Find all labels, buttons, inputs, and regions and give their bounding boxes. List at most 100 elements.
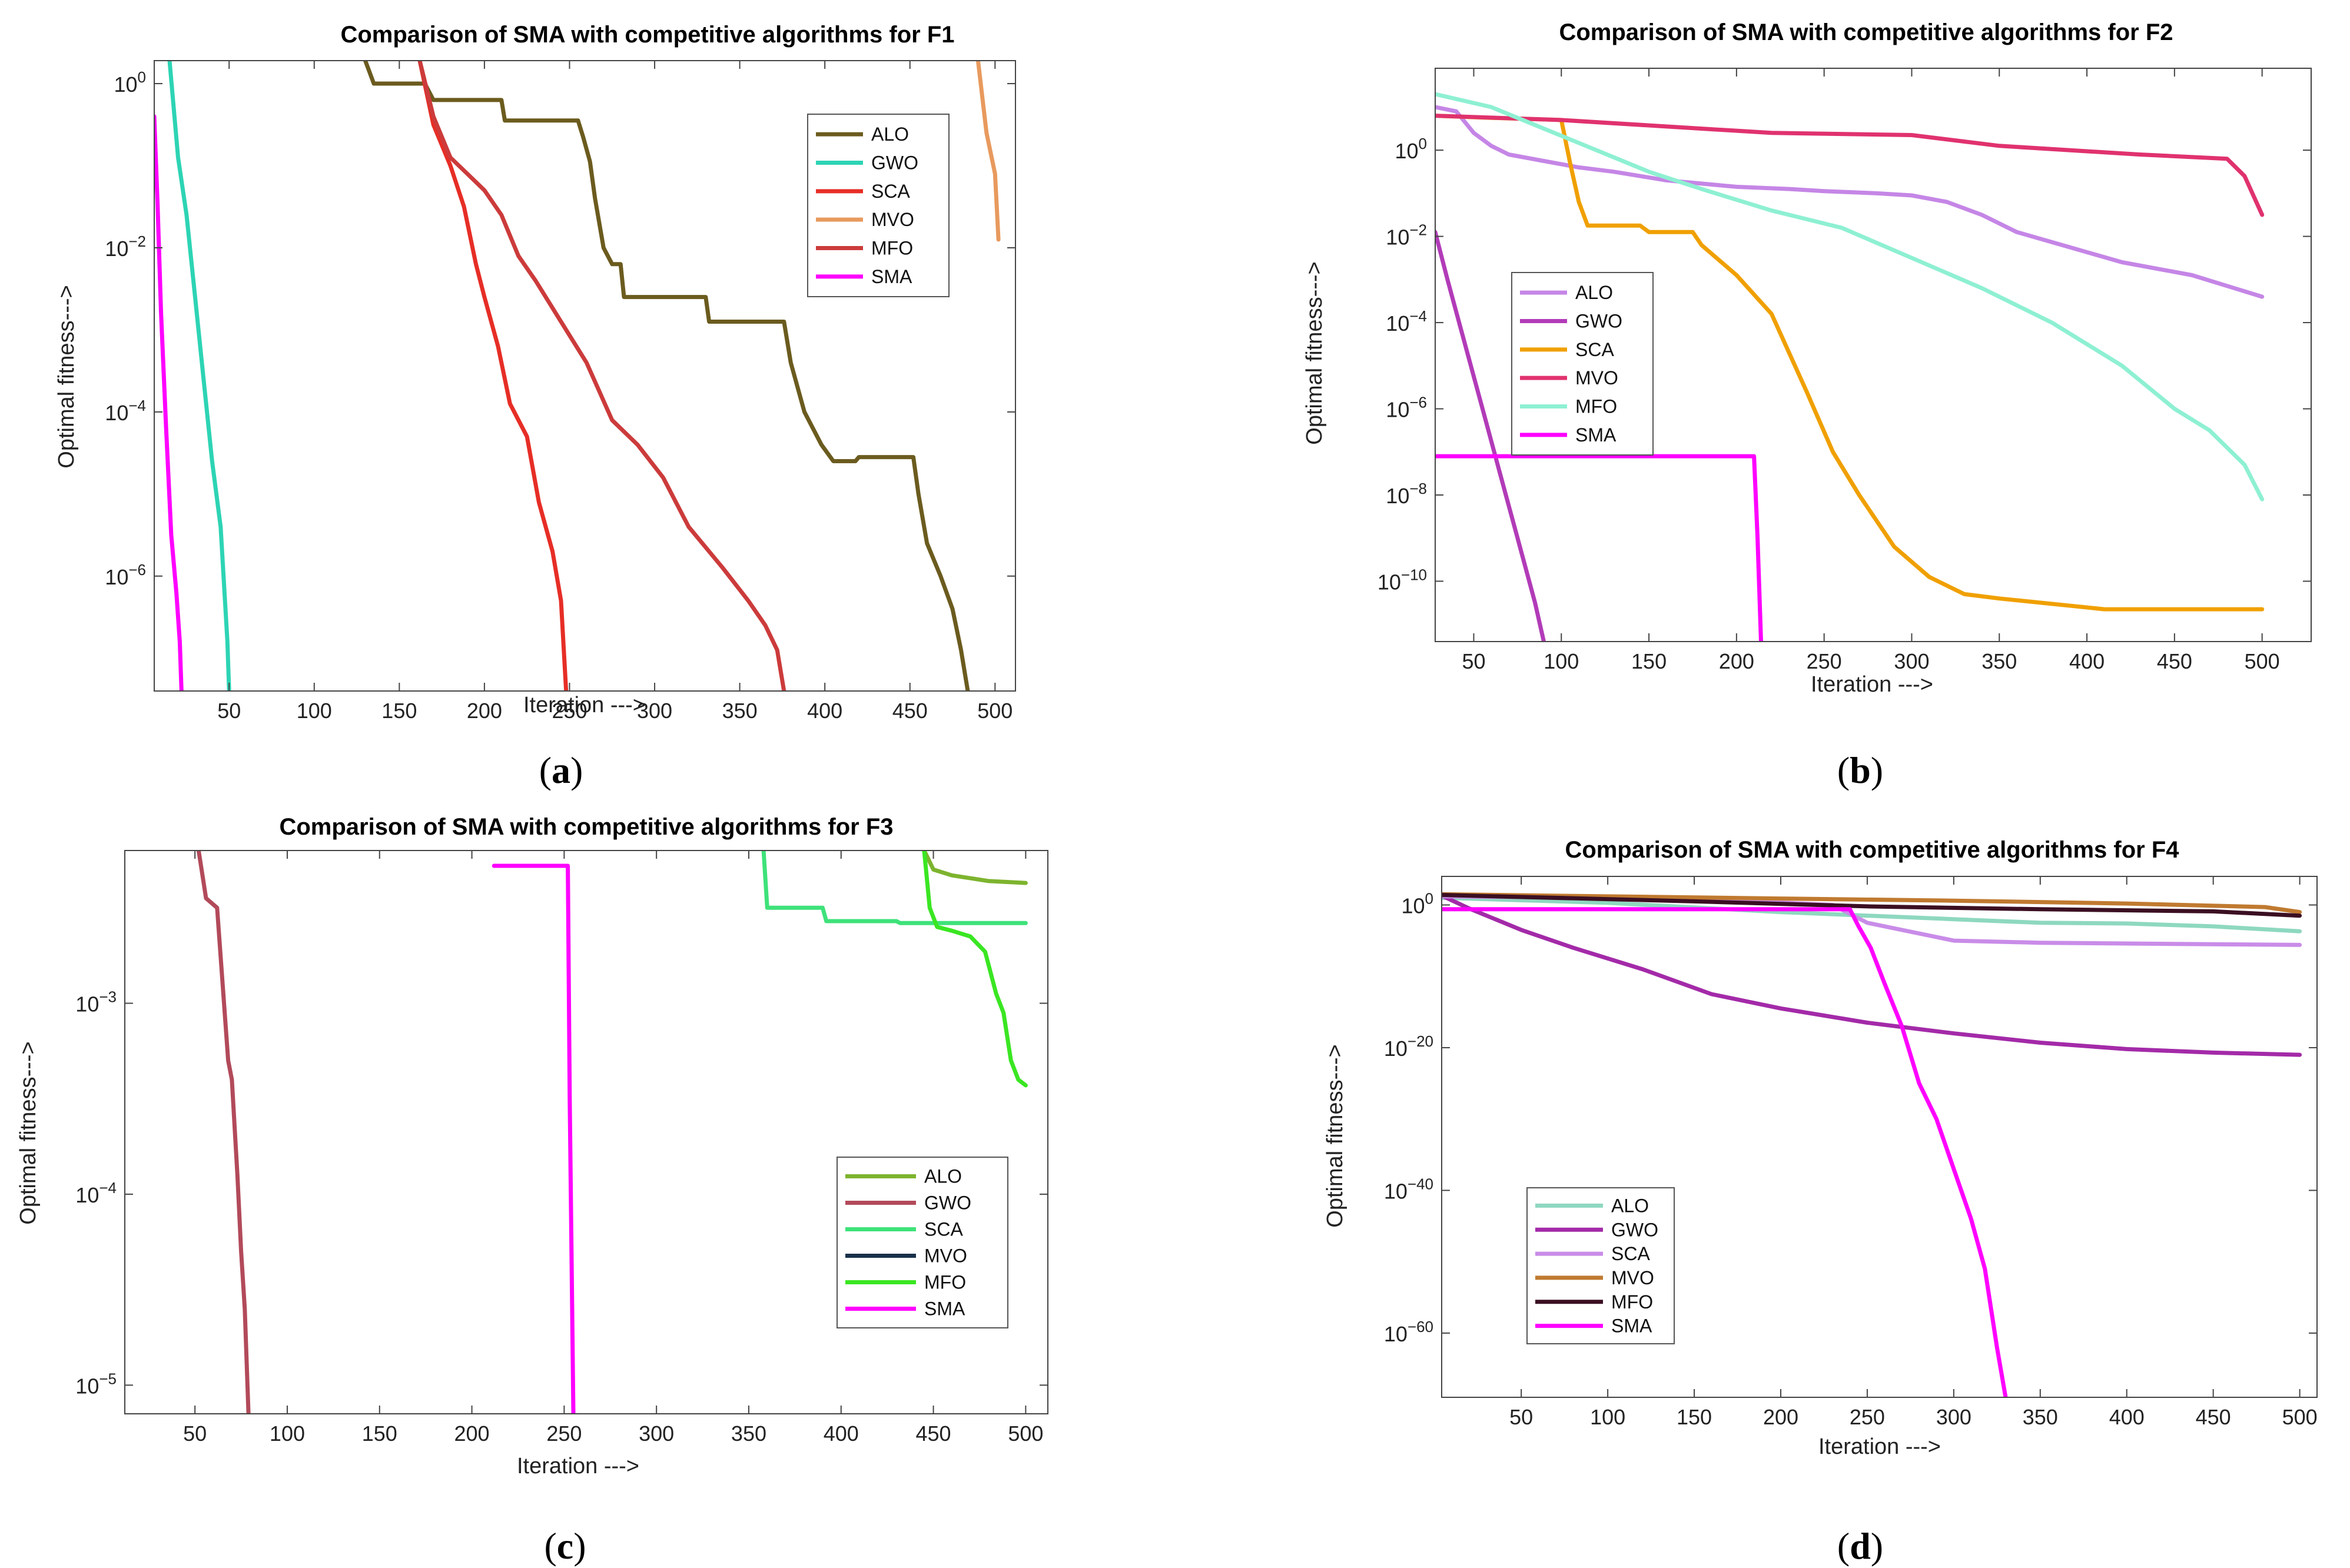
x-tick-label: 150 [362, 1421, 397, 1446]
y-tick-label: 10−3 [75, 988, 117, 1016]
x-tick-label: 450 [916, 1421, 951, 1446]
panel-caption: (d) [1837, 1525, 1883, 1567]
panel-caption: (b) [1837, 749, 1883, 791]
legend-label-gwo: GWO [1611, 1219, 1658, 1240]
x-axis-label: Iteration ---> [1818, 1434, 1941, 1459]
panel-b: Comparison of SMA with competitive algor… [1302, 19, 2312, 791]
panel-c: Comparison of SMA with competitive algor… [16, 814, 1048, 1567]
series-line-sca [761, 851, 1028, 925]
x-tick-label: 100 [297, 699, 332, 723]
chart-title: Comparison of SMA with competitive algor… [1565, 837, 2179, 863]
x-tick-label: 250 [552, 699, 587, 723]
x-tick-label: 400 [824, 1421, 859, 1446]
chart-title: Comparison of SMA with competitive algor… [340, 22, 954, 48]
legend-label-gwo: GWO [871, 152, 918, 174]
legend-label-sca: SCA [871, 181, 910, 202]
x-tick-label: 300 [1936, 1405, 1971, 1429]
legend-label-mvo: MVO [1575, 367, 1618, 388]
y-tick-label: 100 [1395, 135, 1427, 163]
x-tick-label: 50 [1509, 1405, 1533, 1429]
x-tick-label: 200 [1719, 649, 1754, 673]
legend-label-sca: SCA [924, 1219, 963, 1240]
series-group [1435, 92, 2265, 642]
x-tick-label: 100 [270, 1421, 305, 1446]
legend-label-sma: SMA [924, 1298, 965, 1320]
x-tick-label: 250 [1807, 649, 1842, 673]
x-tick-label: 350 [1981, 649, 2017, 673]
y-tick-label: 10−6 [105, 561, 146, 589]
y-tick-label: 10−6 [1386, 394, 1427, 422]
x-tick-label: 200 [1763, 1405, 1798, 1429]
y-axis-label: Optimal fitness---> [16, 1041, 41, 1224]
x-tick-label: 150 [381, 699, 417, 723]
x-tick-label: 450 [2157, 649, 2192, 673]
panel-a: Comparison of SMA with competitive algor… [54, 22, 1016, 791]
y-tick-label: 10−2 [105, 232, 146, 261]
legend-label-mfo: MFO [1575, 396, 1617, 417]
y-tick-label: 10−8 [1386, 480, 1427, 508]
x-tick-label: 250 [1850, 1405, 1885, 1429]
x-tick-label: 500 [2245, 649, 2280, 673]
legend-label-gwo: GWO [924, 1192, 971, 1214]
legend-label-mfo: MFO [871, 238, 913, 259]
chart-title: Comparison of SMA with competitive algor… [1559, 19, 2173, 45]
x-tick-label: 400 [2109, 1405, 2145, 1429]
legend: ALO GWO SCA MVO MFO SMA [1511, 272, 1654, 456]
axes-box [154, 60, 1016, 692]
x-axis-label: Iteration ---> [523, 693, 646, 717]
x-tick-label: 100 [1544, 649, 1579, 673]
axes-box [1435, 68, 2312, 642]
legend-label-alo: ALO [1575, 282, 1613, 303]
legend-box [1526, 1187, 1675, 1344]
legend-label-sma: SMA [1611, 1315, 1652, 1337]
legend-label-mvo: MVO [1611, 1267, 1654, 1288]
y-tick-label: 10−2 [1386, 221, 1427, 250]
y-axis-label: Optimal fitness---> [54, 285, 79, 468]
series-line-sca [1435, 114, 2265, 612]
series-line-sma [1435, 454, 1763, 642]
y-tick-label: 10−10 [1378, 566, 1427, 594]
panel-caption: (c) [544, 1525, 586, 1567]
x-tick-label: 250 [546, 1421, 582, 1446]
panel-caption: (a) [539, 749, 583, 791]
legend-label-sca: SCA [1611, 1243, 1650, 1264]
series-line-alo [922, 851, 1028, 885]
y-tick-label: 10−60 [1384, 1318, 1433, 1346]
series-line-mvo [1442, 892, 2302, 915]
x-tick-label: 450 [892, 699, 928, 723]
series-line-mfo [1435, 92, 2265, 501]
legend-box [807, 114, 950, 297]
y-tick-label: 10−4 [75, 1179, 117, 1207]
y-tick-label: 10−4 [105, 397, 146, 425]
series-line-gwo [167, 61, 231, 691]
axes-box [1441, 876, 2318, 1398]
legend-label-sma: SMA [871, 266, 912, 287]
x-tick-label: 200 [454, 1421, 490, 1446]
panel-d: Comparison of SMA with competitive algor… [1323, 837, 2318, 1567]
x-tick-label: 450 [2196, 1405, 2231, 1429]
x-tick-label: 500 [2282, 1405, 2318, 1429]
x-tick-label: 50 [183, 1421, 207, 1446]
x-tick-label: 500 [1008, 1421, 1043, 1446]
series-group [196, 851, 1028, 1414]
series-line-gwo [1442, 893, 2302, 1057]
y-tick-label: 10−20 [1384, 1032, 1433, 1061]
x-tick-label: 50 [1462, 649, 1485, 673]
x-axis-label: Iteration ---> [517, 1454, 639, 1479]
series-line-alo [363, 61, 970, 691]
x-tick-label: 350 [2023, 1405, 2058, 1429]
x-tick-label: 50 [217, 699, 241, 723]
x-tick-label: 500 [977, 699, 1013, 723]
axes-box [124, 850, 1048, 1414]
x-tick-label: 150 [1677, 1405, 1712, 1429]
x-tick-label: 300 [1894, 649, 1929, 673]
series-line-mvo [1435, 114, 2265, 217]
legend-label-alo: ALO [871, 124, 909, 145]
legend-label-alo: ALO [924, 1166, 962, 1187]
legend-label-mvo: MVO [924, 1245, 967, 1267]
x-tick-label: 400 [807, 699, 842, 723]
x-axis-label: Iteration ---> [1811, 672, 1933, 697]
y-tick-label: 100 [1401, 889, 1433, 918]
legend-box [837, 1157, 1008, 1328]
x-tick-label: 300 [639, 1421, 674, 1446]
